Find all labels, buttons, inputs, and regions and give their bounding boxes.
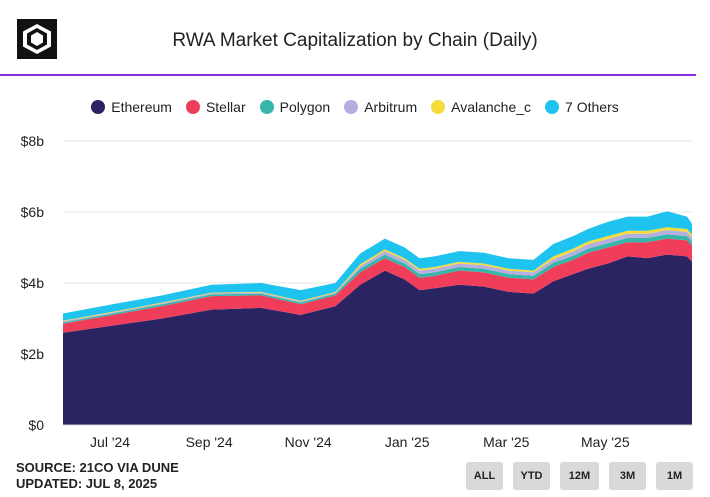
legend-label: Avalanche_c [451, 99, 532, 115]
legend-label: Ethereum [111, 99, 172, 115]
range-ytd-button[interactable]: YTD [513, 462, 550, 490]
area-series-7-others [63, 211, 692, 321]
y-tick-label: $6b [21, 204, 45, 220]
y-tick-label: $8b [21, 133, 45, 149]
time-range-selector: ALL YTD 12M 3M 1M [466, 462, 693, 490]
legend-item[interactable]: Avalanche_c [431, 99, 531, 115]
range-12m-button[interactable]: 12M [560, 462, 599, 490]
x-tick-label: Mar '25 [483, 434, 529, 450]
legend-swatch [545, 100, 560, 114]
legend-swatch [344, 100, 359, 114]
source-text: SOURCE: 21CO VIA DUNE [16, 460, 179, 475]
legend-label: Stellar [205, 99, 246, 115]
legend-swatch [259, 100, 274, 114]
cube-logo-icon [14, 16, 60, 62]
x-tick-label: May '25 [581, 434, 630, 450]
legend-swatch [431, 100, 446, 114]
legend-label: 7 Others [565, 99, 619, 115]
range-all-button[interactable]: ALL [466, 462, 503, 490]
chart-legend: Ethereum Stellar Polygon Arbitrum Avalanche_… [0, 99, 710, 115]
area-series-ethereum [63, 254, 692, 425]
range-3m-button[interactable]: 3M [609, 462, 646, 490]
legend-swatch [185, 100, 200, 114]
legend-swatch [91, 100, 106, 114]
legend-item[interactable]: 7 Others [545, 99, 619, 115]
y-tick-label: $0 [28, 417, 44, 433]
area-series-stellar [63, 238, 692, 333]
legend-label: Polygon [279, 99, 331, 115]
chart-footer: SOURCE: 21CO VIA DUNE UPDATED: JUL 8, 20… [16, 460, 179, 492]
updated-text: UPDATED: JUL 8, 2025 [16, 476, 158, 491]
x-tick-label: Jan '25 [385, 434, 430, 450]
y-tick-label: $4b [21, 275, 45, 291]
legend-item[interactable]: Arbitrum [344, 99, 417, 115]
legend-item[interactable]: Ethereum [91, 99, 172, 115]
legend-item[interactable]: Polygon [259, 99, 331, 115]
range-1m-button[interactable]: 1M [656, 462, 693, 490]
x-tick-label: Jul '24 [90, 434, 130, 450]
legend-item[interactable]: Stellar [185, 99, 246, 115]
y-tick-label: $2b [21, 346, 45, 362]
legend-label: Arbitrum [364, 99, 418, 115]
title-divider [0, 74, 696, 76]
chart-title: RWA Market Capitalization by Chain (Dail… [172, 30, 538, 51]
x-tick-label: Nov '24 [285, 434, 332, 450]
x-tick-label: Sep '24 [186, 434, 233, 450]
